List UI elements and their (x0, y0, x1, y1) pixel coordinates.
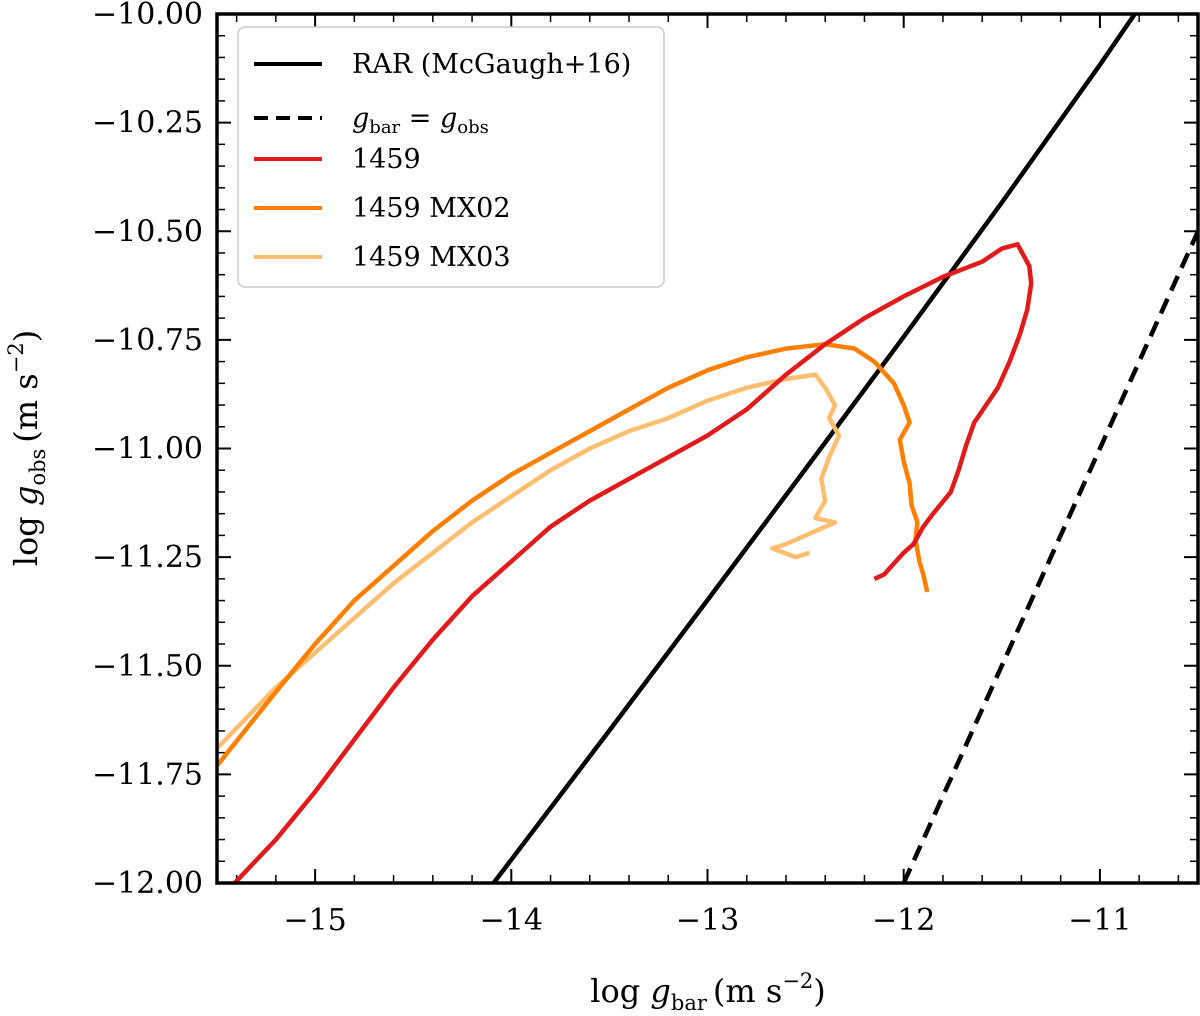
legend: RAR (McGaugh+16) gbar = gobs 1459 1459 M… (237, 26, 665, 288)
x-tick-label: −13 (676, 903, 739, 938)
legend-label-1459-mx02: 1459 MX02 (352, 193, 511, 224)
y-tick-labels: −12.00 −11.75 −11.50 −11.25 −11.00 −10.75 −10.… (92, 0, 203, 901)
x-axis-label: log gbar (m s−2) (590, 969, 826, 1015)
y-tick-label: −12.00 (92, 866, 203, 901)
legend-label-1459: 1459 (352, 144, 421, 175)
series-rar-line (491, 14, 1138, 883)
y-tick-label: −11.25 (92, 540, 203, 575)
y-tick-label: −10.75 (92, 323, 203, 358)
x-tick-label: −14 (480, 903, 543, 938)
y-tick-label: −10.25 (92, 106, 203, 141)
x-tick-label: −11 (1068, 903, 1131, 938)
y-tick-label: −11.75 (92, 757, 203, 792)
series-layer (217, 14, 1198, 883)
y-axis-label: log gobs(m s−2) (4, 330, 50, 566)
y-tick-label: −10.50 (92, 214, 203, 249)
legend-label-rar: RAR (McGaugh+16) (352, 49, 631, 80)
legend-box (237, 26, 665, 288)
legend-label-1459-mx03: 1459 MX03 (352, 242, 511, 273)
x-tick-labels: −15 −14 −13 −12 −11 (283, 903, 1131, 938)
series-1459-mx03-line (217, 372, 842, 750)
series-1459-line (233, 242, 1034, 883)
x-tick-label: −12 (872, 903, 935, 938)
plot-frame (215, 12, 1200, 885)
y-tick-label: −11.00 (92, 432, 203, 467)
legend-label-equality: gbar = gobs (352, 103, 489, 138)
y-tick-label: −10.00 (92, 0, 203, 32)
series-1459-mx02-line (217, 341, 930, 768)
series-equality-line (901, 230, 1198, 883)
x-tick-label: −15 (283, 903, 346, 938)
y-tick-label: −11.50 (92, 649, 203, 684)
